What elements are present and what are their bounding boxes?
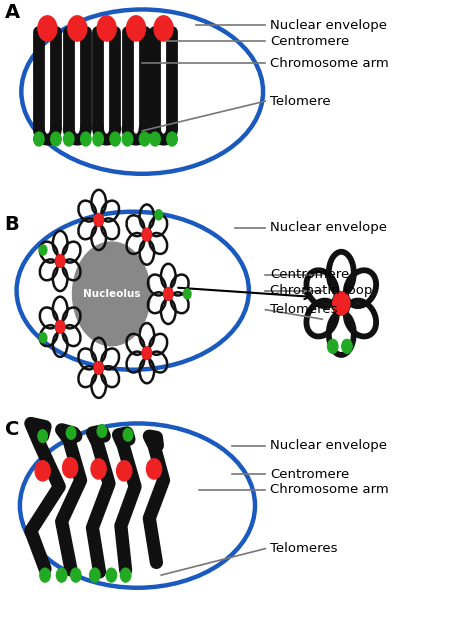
Circle shape: [97, 425, 107, 437]
Text: A: A: [5, 3, 20, 22]
Circle shape: [154, 16, 173, 41]
Ellipse shape: [17, 212, 249, 370]
Text: Nuclear envelope: Nuclear envelope: [270, 19, 387, 32]
Circle shape: [56, 568, 67, 582]
Text: Telomere: Telomere: [270, 95, 331, 107]
Text: C: C: [5, 420, 19, 439]
Text: B: B: [5, 215, 19, 234]
Text: Nuclear envelope: Nuclear envelope: [270, 439, 387, 452]
Circle shape: [164, 288, 173, 300]
Circle shape: [328, 339, 338, 353]
Circle shape: [93, 132, 103, 146]
Text: Centromere: Centromere: [270, 269, 349, 281]
Text: Centromere: Centromere: [270, 35, 349, 47]
Circle shape: [51, 132, 61, 146]
Circle shape: [139, 132, 150, 146]
Circle shape: [35, 461, 50, 481]
Text: Telomeres: Telomeres: [270, 303, 337, 316]
Circle shape: [81, 132, 91, 146]
Ellipse shape: [20, 423, 255, 588]
Text: Chromosome arm: Chromosome arm: [270, 483, 389, 496]
Circle shape: [73, 242, 150, 346]
Circle shape: [64, 132, 74, 146]
Circle shape: [142, 228, 152, 241]
Circle shape: [38, 430, 47, 442]
Text: Nucleolus: Nucleolus: [82, 289, 140, 299]
Text: Centromere: Centromere: [270, 468, 349, 480]
Text: Chromatin loop: Chromatin loop: [270, 284, 373, 297]
Circle shape: [167, 132, 177, 146]
Circle shape: [71, 568, 81, 582]
Text: Chromosome arm: Chromosome arm: [270, 57, 389, 70]
Circle shape: [94, 214, 103, 226]
Circle shape: [117, 461, 132, 481]
Circle shape: [127, 16, 146, 41]
Circle shape: [94, 362, 103, 374]
Circle shape: [55, 320, 65, 333]
Ellipse shape: [21, 9, 263, 174]
Text: Telomeres: Telomeres: [270, 542, 337, 555]
Circle shape: [90, 568, 100, 582]
Circle shape: [123, 428, 133, 441]
Circle shape: [39, 245, 47, 255]
Circle shape: [34, 132, 44, 146]
Circle shape: [110, 132, 120, 146]
Circle shape: [183, 289, 191, 299]
Circle shape: [91, 459, 106, 479]
Circle shape: [120, 568, 131, 582]
Circle shape: [106, 568, 117, 582]
Circle shape: [63, 458, 78, 478]
Circle shape: [39, 332, 47, 343]
Circle shape: [38, 16, 57, 41]
Circle shape: [97, 16, 116, 41]
Text: Nuclear envelope: Nuclear envelope: [270, 221, 387, 234]
Circle shape: [146, 459, 162, 479]
Circle shape: [155, 210, 163, 220]
Circle shape: [342, 339, 352, 353]
Circle shape: [150, 132, 160, 146]
Circle shape: [142, 347, 152, 360]
Circle shape: [68, 16, 87, 41]
Circle shape: [55, 255, 65, 267]
Circle shape: [40, 568, 50, 582]
Circle shape: [333, 292, 350, 315]
Circle shape: [122, 132, 133, 146]
Circle shape: [66, 427, 76, 439]
